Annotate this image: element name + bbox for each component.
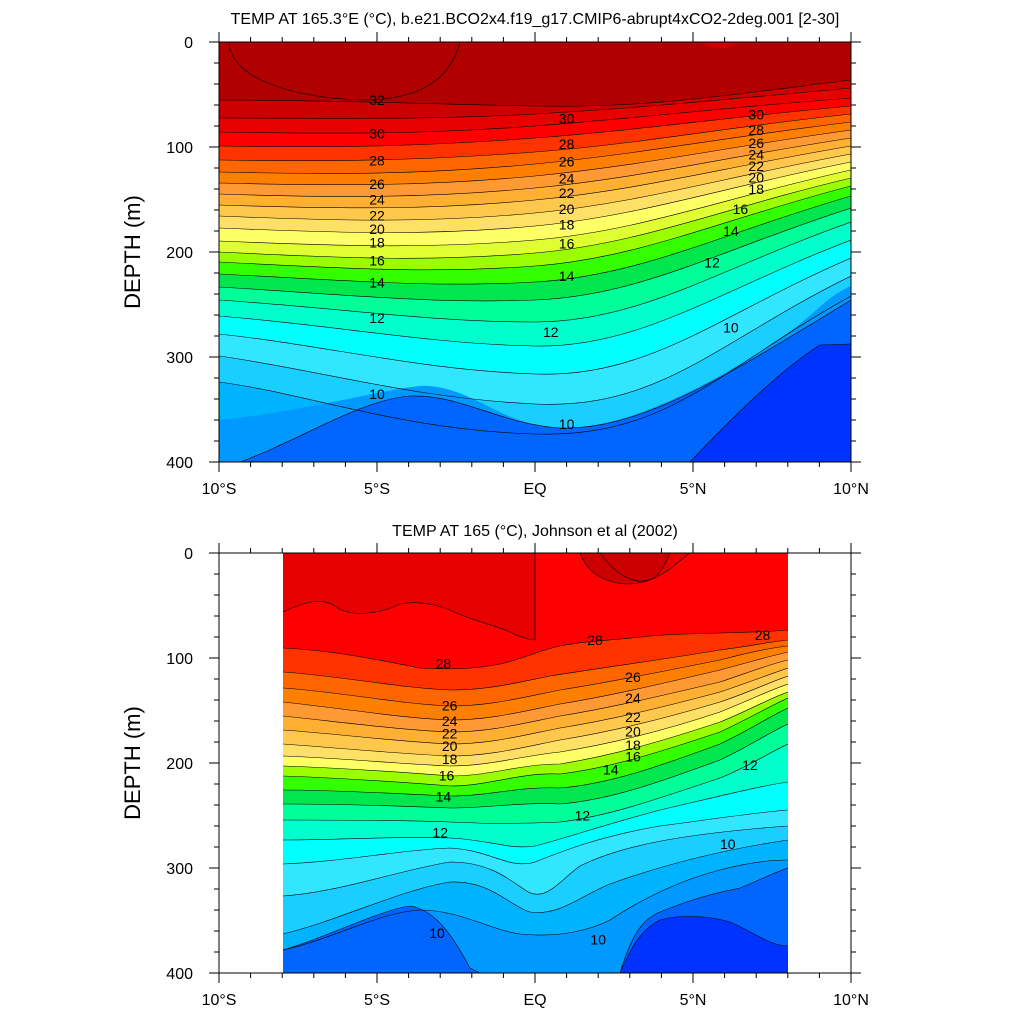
- contour-label: 18: [748, 181, 764, 197]
- contour-label: 10: [559, 416, 575, 432]
- contour-label: 24: [369, 192, 385, 208]
- y-tick-label: 400: [166, 966, 193, 983]
- contour-label: 16: [439, 768, 455, 784]
- contour-label: 24: [625, 690, 641, 706]
- axes: 0 100 200 300 400 10°S 5°S EQ 5°N 10°N DEPTH (m): [120, 543, 869, 1009]
- y-tick-label: 200: [166, 756, 193, 773]
- y-tick-label: 200: [166, 245, 193, 262]
- contour-label: 18: [559, 217, 575, 233]
- contour-label: 10: [369, 386, 385, 402]
- contour-label: 14: [723, 223, 739, 239]
- contour-label: 22: [625, 709, 641, 725]
- contour-label: 24: [748, 146, 764, 162]
- contour-label: 18: [442, 751, 458, 767]
- contour-label: 22: [559, 185, 575, 201]
- y-tick-label: 100: [166, 651, 193, 668]
- contour-label: 28: [587, 632, 603, 648]
- contour-label: 26: [559, 154, 575, 170]
- contour-label: 28: [369, 153, 385, 169]
- contour-label: 30: [748, 106, 764, 122]
- band-below-9: [620, 916, 788, 973]
- y-axis-label: DEPTH (m): [120, 706, 145, 820]
- contour-label: 20: [748, 169, 764, 185]
- contour-label: 18: [369, 235, 385, 251]
- contour-lines: [283, 553, 788, 973]
- contour-label: 30: [559, 111, 575, 127]
- contour-fill: [283, 553, 788, 973]
- contour-label: 32: [369, 92, 385, 108]
- contour-label: 12: [742, 757, 758, 773]
- panel-model: TEMP AT 165.3°E (°C), b.e21.BCO2x4.f19_g…: [120, 11, 869, 498]
- band-9-10-visible: [240, 300, 851, 462]
- panel-title: TEMP AT 165 (°C), Johnson et al (2002): [392, 523, 678, 540]
- contour-label: 20: [442, 738, 458, 754]
- x-tick-label: 5°S: [364, 481, 390, 498]
- contour-label: 16: [559, 236, 575, 252]
- contour-lines: [219, 42, 851, 462]
- contour-label: 12: [369, 310, 385, 326]
- x-tick-label: EQ: [523, 481, 546, 498]
- contour-label: 30: [369, 125, 385, 141]
- contour-label: 12: [432, 824, 448, 840]
- contour-label: 20: [625, 724, 641, 740]
- x-tick-label: 5°N: [680, 992, 707, 1009]
- contour-label: 28: [755, 627, 771, 643]
- y-tick-label: 300: [166, 350, 193, 367]
- band-below-9: [690, 344, 851, 462]
- contour-label: 26: [625, 669, 641, 685]
- x-tick-label: 5°S: [364, 992, 390, 1009]
- y-tick-label: 400: [166, 455, 193, 472]
- contour-label: 16: [369, 252, 385, 268]
- y-tick-label: 100: [166, 140, 193, 157]
- contour-label: 12: [704, 255, 720, 271]
- y-tick-label: 300: [166, 861, 193, 878]
- contour-fill: [219, 42, 851, 462]
- contour-label: 24: [442, 713, 458, 729]
- contour-label: 22: [369, 207, 385, 223]
- contour-label: 12: [543, 324, 559, 340]
- band-warm-top-right: [700, 42, 740, 48]
- panel-observations: TEMP AT 165 (°C), Johnson et al (2002): [120, 523, 869, 1009]
- x-tick-label: 10°S: [202, 992, 237, 1009]
- contour-label: 28: [436, 655, 452, 671]
- panel-title: TEMP AT 165.3°E (°C), b.e21.BCO2x4.f19_g…: [231, 11, 840, 28]
- contour-label: 22: [442, 726, 458, 742]
- x-tick-label: 10°N: [833, 481, 869, 498]
- contour-label: 28: [748, 122, 764, 138]
- contour-label: 10: [590, 931, 606, 947]
- contour-label: 12: [575, 808, 591, 824]
- contour-label: 14: [436, 789, 452, 805]
- contour-label: 10: [429, 925, 445, 941]
- contour-label: 20: [369, 221, 385, 237]
- band-warm-top: [580, 553, 670, 584]
- contour-label: 14: [369, 274, 385, 290]
- contour-label: 24: [559, 171, 575, 187]
- contour-label: 20: [559, 201, 575, 217]
- x-tick-label: 10°N: [833, 992, 869, 1009]
- contour-label: 26: [369, 176, 385, 192]
- x-tick-label: 10°S: [202, 481, 237, 498]
- axes: 0 100 200 300 400 10°S 5°S EQ 5°N 10°N DEPTH (m): [120, 32, 869, 498]
- x-tick-label: 5°N: [680, 481, 707, 498]
- contour-label: 18: [625, 737, 641, 753]
- x-tick-label: EQ: [523, 992, 546, 1009]
- contour-label: 26: [748, 135, 764, 151]
- y-tick-label: 0: [184, 35, 193, 52]
- contour-labels: 2826242220181614121028262422201816141210…: [429, 627, 770, 948]
- contour-label: 28: [559, 136, 575, 152]
- contour-label: 14: [603, 761, 619, 777]
- contour-label: 10: [723, 320, 739, 336]
- y-tick-label: 0: [184, 546, 193, 563]
- contour-label: 14: [559, 268, 575, 284]
- contour-labels: 3230282624222018161412103028262422201816…: [369, 92, 764, 432]
- contour-label: 16: [625, 749, 641, 765]
- contour-label: 16: [733, 201, 749, 217]
- y-axis-label: DEPTH (m): [120, 195, 145, 309]
- contour-label: 22: [748, 158, 764, 174]
- contour-label: 26: [442, 697, 458, 713]
- contour-label: 10: [720, 836, 736, 852]
